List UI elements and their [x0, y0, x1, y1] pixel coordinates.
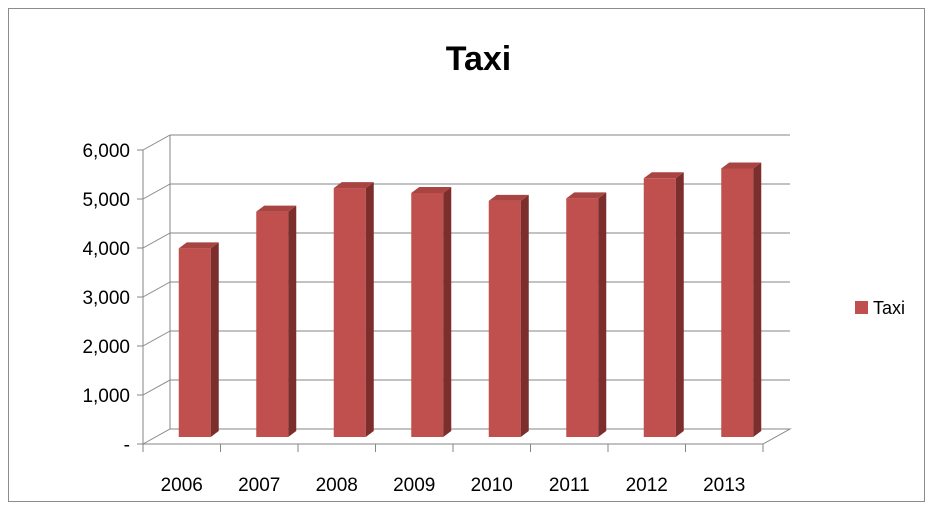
- chart-frame: [8, 8, 925, 502]
- bar-top: [488, 194, 529, 201]
- bar-front: [411, 192, 444, 437]
- bar-side: [520, 194, 529, 437]
- bar-top: [643, 172, 684, 179]
- x-tick-label: 2009: [393, 475, 435, 496]
- y-tick-label: -: [124, 435, 130, 456]
- y-tick-label: 5,000: [82, 190, 130, 211]
- bar-side: [210, 242, 219, 437]
- bar-layer: [178, 162, 762, 438]
- bar-front: [178, 248, 211, 437]
- bar-top: [566, 192, 607, 199]
- gridline-side: [142, 379, 171, 396]
- gridline-side: [142, 183, 171, 200]
- bar-front: [721, 168, 754, 438]
- bar-top: [411, 186, 452, 193]
- bar-side: [675, 172, 684, 437]
- x-tick-label: 2010: [471, 475, 513, 496]
- axis-layer: [137, 149, 764, 452]
- bar-side: [753, 162, 762, 438]
- y-tick-label: 6,000: [82, 141, 130, 162]
- x-tick-label: 2007: [238, 475, 280, 496]
- bar-front: [488, 200, 521, 437]
- gridline-side: [142, 134, 171, 151]
- bar-front: [333, 188, 366, 437]
- legend: Taxi: [855, 298, 905, 318]
- y-tick-label: 2,000: [82, 337, 130, 358]
- bar-top: [178, 242, 219, 249]
- y-tick-label: 3,000: [82, 288, 130, 309]
- bar: [411, 186, 452, 437]
- legend-label: Taxi: [873, 298, 905, 318]
- gridline-side: [142, 281, 171, 298]
- y-tick-label: 1,000: [82, 386, 130, 407]
- bar: [488, 194, 529, 437]
- bar-side: [598, 192, 607, 437]
- floor: [141, 428, 792, 445]
- bar: [333, 182, 374, 437]
- x-tick-label: 2013: [703, 475, 745, 496]
- bar: [643, 172, 684, 437]
- gridline-side: [142, 330, 171, 347]
- bar-front: [566, 198, 599, 437]
- legend-swatch: [855, 301, 868, 314]
- bar: [721, 162, 762, 438]
- chart-title: Taxi: [445, 40, 512, 78]
- label-layer: - 1,000 2,000 3,000 4,000 5,000 6,000 2006 2007 2…: [82, 141, 745, 496]
- bar-top: [721, 162, 762, 169]
- bar: [178, 242, 219, 437]
- bar-front: [643, 178, 676, 437]
- bar-side: [443, 186, 452, 437]
- bar-side: [288, 205, 297, 437]
- bar: [256, 205, 297, 437]
- bar-side: [365, 182, 374, 437]
- x-tick-label: 2012: [626, 475, 668, 496]
- x-tick-label: 2006: [161, 475, 203, 496]
- grid-layer: [141, 134, 792, 445]
- gridline-side: [142, 232, 171, 249]
- x-tick-label: 2011: [549, 475, 590, 496]
- bar-top: [333, 182, 374, 189]
- x-tick-label: 2008: [316, 475, 358, 496]
- bar-top: [256, 205, 297, 212]
- y-tick-label: 4,000: [82, 239, 130, 260]
- bar: [566, 192, 607, 437]
- bar-front: [256, 211, 289, 437]
